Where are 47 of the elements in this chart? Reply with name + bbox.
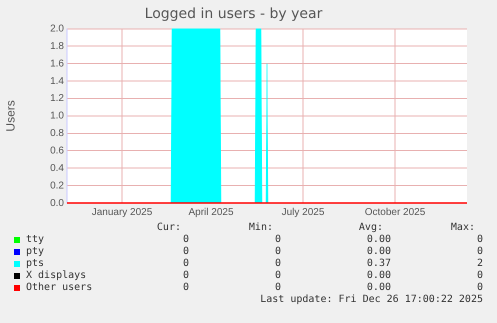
text: Min: bbox=[248, 222, 273, 234]
text: 0 bbox=[274, 282, 281, 294]
text: 0 bbox=[274, 246, 281, 258]
y-tick-label: 2.0 bbox=[50, 24, 64, 35]
text: 0.37 bbox=[366, 258, 391, 270]
legend-label: Other users bbox=[26, 282, 92, 294]
y-tick-label: 0.0 bbox=[50, 198, 64, 209]
text: 0 bbox=[476, 234, 483, 246]
text: 0 bbox=[182, 282, 189, 294]
text: Last update: Fri Dec 26 17:00:22 2025 bbox=[260, 294, 483, 306]
y-tick-label: 1.8 bbox=[50, 40, 64, 52]
text: 0 bbox=[476, 246, 483, 258]
x-tick-label: April 2025 bbox=[188, 206, 234, 218]
y-tick-label: 1.0 bbox=[50, 110, 64, 122]
y-tick-label: 0.4 bbox=[50, 162, 64, 174]
text: 2 bbox=[476, 258, 483, 270]
y-tick-label: 0.8 bbox=[50, 128, 64, 140]
text: 0 bbox=[274, 234, 281, 246]
y-tick-label: 1.4 bbox=[50, 76, 64, 87]
y-tick-label: 1.6 bbox=[50, 58, 64, 70]
y-axis-title: Users bbox=[4, 100, 18, 132]
text: 0 bbox=[182, 246, 189, 258]
legend-label: pty bbox=[26, 246, 44, 258]
text: 0 bbox=[182, 270, 189, 282]
legend-label: X displays bbox=[26, 270, 86, 282]
text: 0 bbox=[182, 258, 189, 270]
text: 0 bbox=[476, 270, 483, 282]
text: 0 bbox=[274, 270, 281, 282]
x-tick-label: October 2025 bbox=[364, 206, 426, 218]
x-tick-label: January 2025 bbox=[92, 206, 153, 218]
text: 0.00 bbox=[366, 234, 391, 246]
text: 0.00 bbox=[366, 282, 391, 294]
text: 0.00 bbox=[366, 270, 391, 282]
chart-title: Logged in users - by year bbox=[144, 6, 323, 22]
legend-label: pts bbox=[26, 258, 44, 270]
text: 0 bbox=[182, 234, 189, 246]
text: 0 bbox=[476, 282, 483, 294]
text: 0.00 bbox=[366, 246, 391, 258]
x-tick-label: July 2025 bbox=[282, 206, 325, 218]
y-tick-label: 0.2 bbox=[50, 180, 64, 192]
text: 0 bbox=[274, 258, 281, 270]
y-tick-label: 1.2 bbox=[50, 93, 64, 104]
text: Cur: bbox=[156, 222, 181, 234]
legend-label: tty bbox=[26, 234, 44, 246]
text: Max: bbox=[450, 222, 475, 234]
text: Avg: bbox=[358, 222, 383, 234]
y-tick-label: 0.6 bbox=[50, 145, 64, 156]
